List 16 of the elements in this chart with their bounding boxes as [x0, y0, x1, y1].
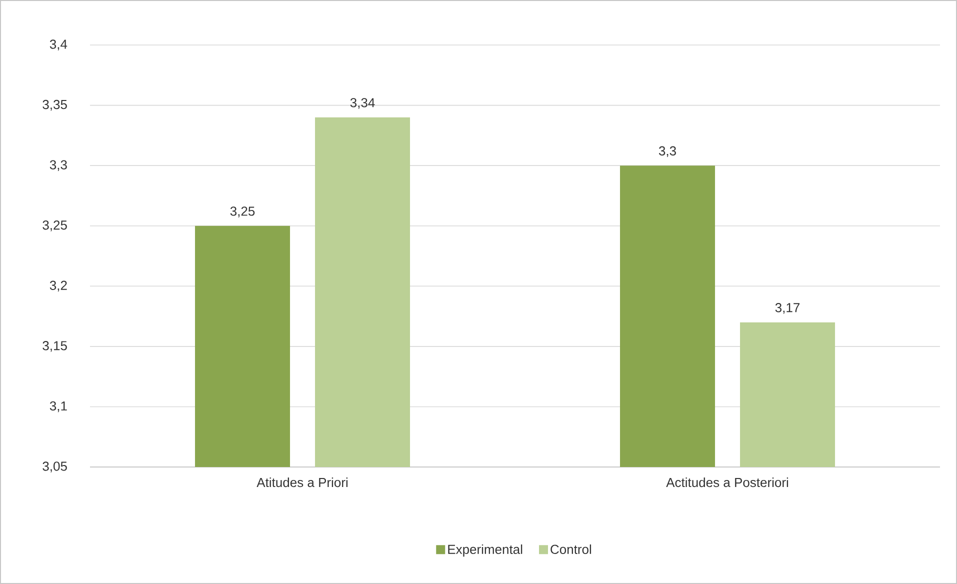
data-label: 3,17: [775, 303, 800, 314]
y-tick-label: 3,3: [50, 160, 67, 171]
y-tick-label: 3,1: [50, 401, 67, 412]
y-tick-label: 3,4: [50, 40, 68, 50]
y-tick-label: 3,15: [42, 341, 67, 352]
x-tick-label: Atitudes a Priori: [256, 478, 348, 488]
x-tick-label: Actitudes a Posteriori: [666, 478, 788, 488]
legend-label: Experimental: [448, 544, 522, 557]
data-label: 3,34: [350, 98, 375, 109]
data-label: 3,3: [658, 146, 676, 158]
data-label: 3,25: [230, 206, 255, 218]
y-tick-label: 3,2: [50, 280, 67, 292]
y-tick-label: 3,35: [42, 100, 67, 111]
legend-label: Control: [550, 544, 592, 554]
y-tick-label: 3,05: [42, 462, 67, 472]
y-tick-label: 3,25: [42, 220, 67, 232]
